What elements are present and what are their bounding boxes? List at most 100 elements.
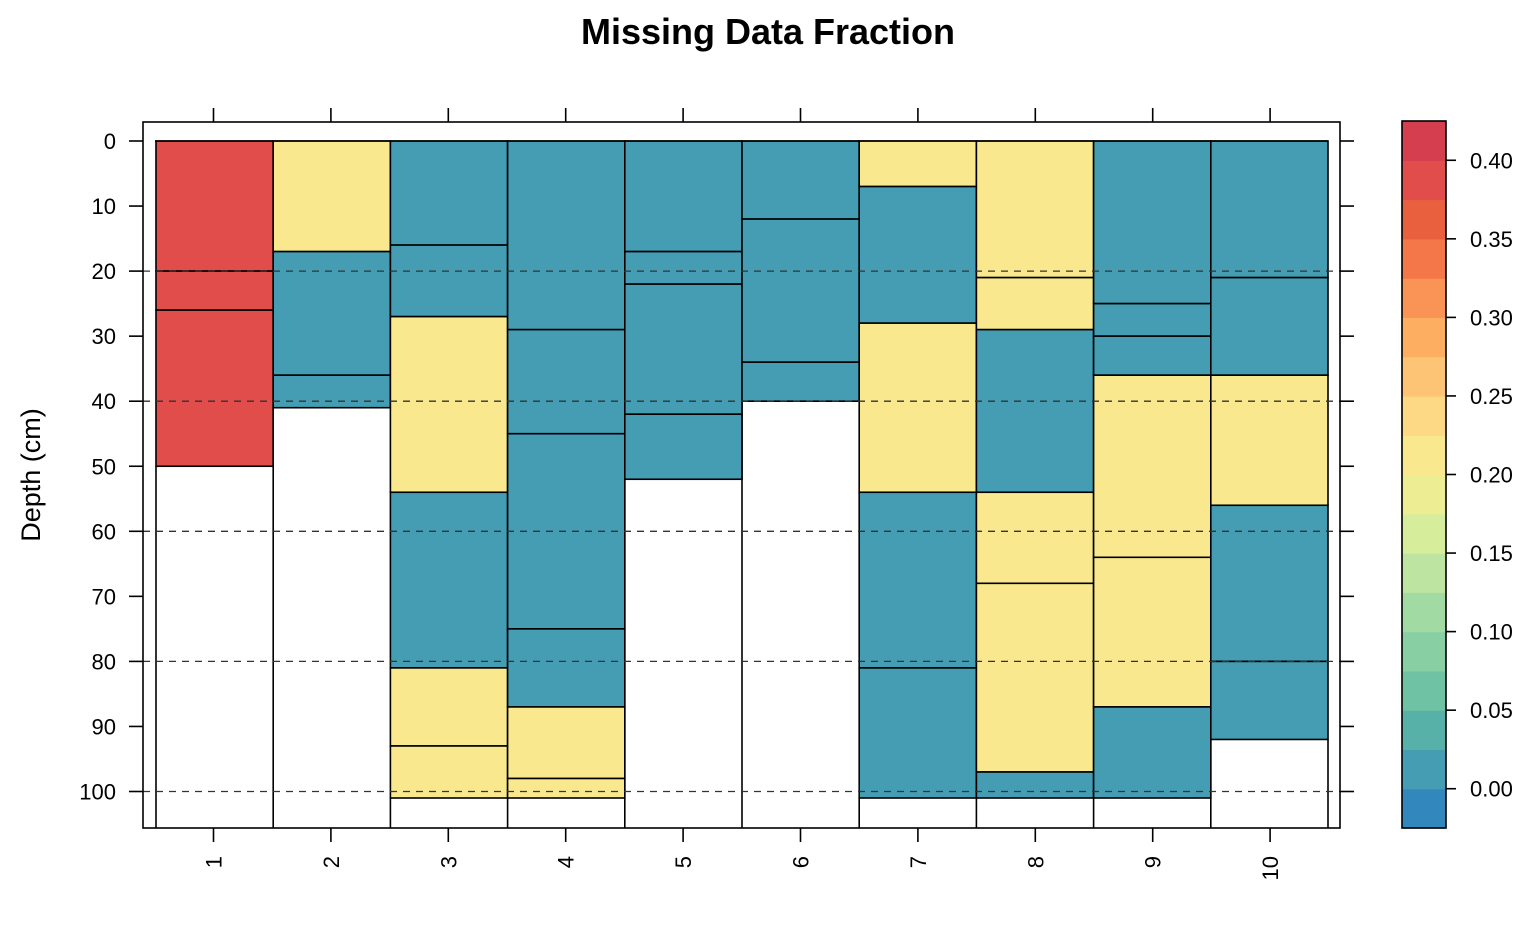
- horizon-4-6: [506, 777, 626, 799]
- horizon-7-3: [858, 322, 978, 494]
- y-tick-label: 30: [92, 324, 116, 349]
- profile-9: [1092, 140, 1212, 828]
- colorbar-bin: [1402, 238, 1446, 279]
- y-tick-label: 20: [92, 259, 116, 284]
- colorbar-bin: [1402, 553, 1446, 593]
- colorbar-bin: [1402, 278, 1446, 318]
- profile-7: [858, 140, 978, 828]
- profile-5: [623, 140, 743, 828]
- y-tick-label: 60: [92, 519, 116, 544]
- colorbar-tick-label: 0.00: [1470, 777, 1513, 802]
- x-tick-label: 7: [906, 856, 931, 868]
- y-tick-label: 10: [92, 194, 116, 219]
- horizon-8-6: [975, 771, 1095, 799]
- horizon-10-2: [1210, 276, 1329, 376]
- horizon-5-4: [623, 413, 743, 481]
- colorbar-bin: [1402, 435, 1446, 476]
- colorbar-tick-label: 0.20: [1470, 463, 1513, 488]
- profile-1: [155, 140, 274, 828]
- horizon-9-1: [1092, 140, 1212, 305]
- colorbar-bin: [1402, 199, 1446, 240]
- horizon-9-6: [1092, 706, 1212, 799]
- horizon-3-2: [389, 244, 509, 318]
- profile-4: [506, 140, 626, 828]
- horizon-10-1: [1210, 140, 1329, 279]
- horizon-4-2: [506, 328, 626, 435]
- y-axis: 0 10 20 30 40 50 60 70 80 90 100: [79, 129, 1354, 805]
- horizon-3-3: [389, 315, 509, 494]
- y-tick-label: 80: [92, 649, 116, 674]
- colorbar-bin: [1402, 670, 1446, 711]
- colorbar-bin: [1402, 513, 1446, 554]
- horizon-1-1: [155, 140, 274, 272]
- x-tick-label: 4: [554, 856, 579, 868]
- horizon-9-3: [1092, 335, 1212, 376]
- horizon-9-2: [1092, 302, 1212, 337]
- horizon-2-3: [272, 374, 392, 409]
- colorbar-tick-label: 0.05: [1470, 698, 1513, 723]
- profile-2: [272, 140, 392, 828]
- horizon-5-1: [623, 140, 743, 253]
- colorbar-bin: [1402, 356, 1446, 397]
- x-tick-label: 9: [1141, 856, 1166, 868]
- x-tick-label: 2: [319, 856, 344, 868]
- colorbar-bin: [1402, 121, 1446, 161]
- colorbar-bin: [1402, 788, 1446, 829]
- y-tick-label: 40: [92, 389, 116, 414]
- horizon-4-4: [506, 628, 626, 708]
- horizon-3-1: [389, 140, 509, 246]
- horizon-6-1: [741, 140, 860, 220]
- colorbar: 0.00 0.05 0.10 0.15 0.20 0.25 0.30 0.35 0.40: [1401, 120, 1513, 829]
- horizon-7-4: [858, 491, 978, 669]
- colorbar-bin: [1402, 710, 1446, 751]
- horizon-8-2: [975, 276, 1095, 331]
- colorbar-bin: [1402, 160, 1446, 201]
- x-tick-label: 10: [1258, 856, 1283, 880]
- horizon-10-5: [1210, 660, 1329, 741]
- x-tick-label: 5: [671, 856, 696, 868]
- y-tick-label: 100: [79, 780, 116, 805]
- colorbar-bin: [1402, 749, 1446, 790]
- horizon-8-5: [975, 582, 1095, 773]
- horizon-6-3: [741, 361, 860, 403]
- horizon-4-5: [506, 706, 626, 780]
- horizon-5-2: [623, 250, 743, 285]
- colorbar-bin: [1402, 592, 1446, 633]
- horizon-1-3: [155, 309, 274, 468]
- y-tick-label: 70: [92, 584, 116, 609]
- horizon-7-5: [858, 667, 978, 799]
- colorbar-bin: [1402, 474, 1446, 515]
- x-axis: 1 2 3 4 5 6 7 8 9 10: [202, 108, 1283, 880]
- horizon-10-4: [1210, 504, 1329, 663]
- horizon-10-3: [1210, 374, 1329, 507]
- horizon-2-1: [272, 140, 392, 253]
- colorbar-bin: [1402, 317, 1446, 358]
- horizon-4-3: [506, 432, 626, 630]
- horizon-3-6: [389, 745, 509, 799]
- profile-3: [389, 140, 509, 828]
- colorbar-tick-label: 0.15: [1470, 541, 1513, 566]
- plot-border: [142, 121, 1341, 829]
- profile-10: [1210, 140, 1329, 828]
- horizon-8-1: [975, 140, 1095, 279]
- profiles-layer: [155, 140, 1329, 828]
- chart-title: Missing Data Fraction: [581, 11, 955, 52]
- colorbar-tick-label: 0.10: [1470, 620, 1513, 645]
- y-tick-label: 0: [104, 129, 116, 154]
- reference-lines: [143, 270, 1340, 793]
- x-tick-label: 6: [789, 856, 814, 868]
- colorbar-tick-label: 0.35: [1470, 227, 1513, 252]
- horizon-2-2: [272, 250, 392, 376]
- horizon-5-3: [623, 283, 743, 416]
- horizon-3-4: [389, 491, 509, 669]
- colorbar-tick-label: 0.25: [1470, 384, 1513, 409]
- horizon-8-3: [975, 328, 1095, 494]
- horizon-1-2: [155, 270, 274, 311]
- y-axis-label: Depth (cm): [16, 408, 46, 542]
- horizon-7-1: [858, 140, 978, 188]
- horizon-9-5: [1092, 556, 1212, 708]
- colorbar-tick-label: 0.30: [1470, 305, 1513, 330]
- plot-frame: [142, 121, 1341, 829]
- horizon-6-2: [741, 218, 860, 363]
